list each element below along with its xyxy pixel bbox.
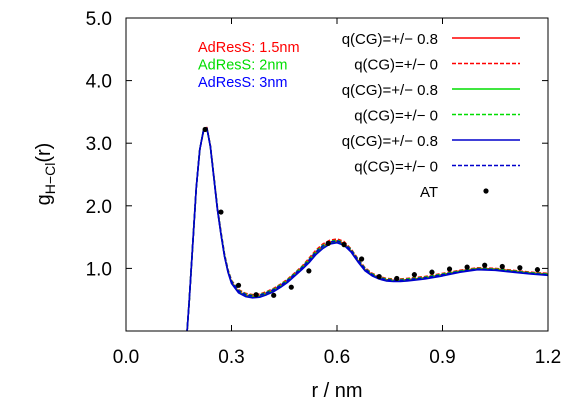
x-tick-label: 0.0	[113, 347, 139, 368]
y-tick-label: 4.0	[86, 72, 112, 93]
legend: q(CG)=+/− 0.8 q(CG)=+/− 0 q(CG)=+/− 0.8 q(C…	[342, 31, 520, 201]
y-tick-label: 1.0	[86, 259, 112, 280]
annotation-label: AdResS: 1.5nm	[198, 40, 300, 56]
legend-label: q(CG)=+/− 0	[354, 108, 438, 125]
ticks-layer: 0.0 0.3 0.6 0.9 1.2 1.0 2.0 3.0 4.0 5.0	[86, 9, 562, 368]
series-line-6	[186, 127, 548, 331]
annotation-label: AdResS: 2nm	[198, 58, 287, 74]
legend-label: q(CG)=+/− 0.8	[342, 31, 438, 48]
at-data-point	[429, 269, 435, 275]
at-data-point	[325, 240, 331, 246]
legend-label: q(CG)=+/− 0.8	[342, 82, 438, 99]
x-tick-label: 1.2	[535, 347, 561, 368]
at-data-point	[218, 209, 224, 215]
at-data-point	[306, 268, 312, 274]
legend-swatch	[483, 188, 489, 194]
x-tick-label: 0.6	[324, 347, 350, 368]
x-tick-label: 0.3	[218, 347, 244, 368]
at-data-point	[411, 272, 417, 278]
at-data-point	[271, 292, 277, 298]
y-tick-label: 5.0	[86, 9, 112, 30]
at-data-point	[499, 263, 505, 270]
y-tick-label: 2.0	[86, 197, 112, 218]
y-tick-label: 3.0	[86, 134, 112, 155]
y-axis-label-tail: (r)	[33, 143, 55, 163]
y-axis-label: gH−Cl(r)	[33, 143, 58, 206]
at-data-point	[376, 273, 382, 280]
at-data-point	[517, 265, 523, 271]
legend-label: q(CG)=+/− 0	[354, 159, 438, 176]
at-data-point	[202, 126, 208, 133]
at-data-point	[464, 264, 470, 270]
x-tick-label: 0.9	[429, 347, 455, 368]
y-axis-label-subscript: H−Cl	[42, 163, 58, 195]
annotation-label: AdResS: 3nm	[198, 75, 287, 91]
at-data-point	[534, 267, 541, 273]
at-data-point	[288, 284, 294, 290]
at-data-point	[446, 266, 453, 272]
data-layer	[186, 126, 548, 331]
y-axis-label-main: g	[33, 194, 55, 205]
at-data-point	[235, 282, 242, 288]
at-data-point	[482, 262, 488, 268]
legend-label: q(CG)=+/− 0.8	[342, 133, 438, 150]
at-data-point	[253, 292, 259, 298]
at-data-point	[359, 256, 365, 262]
legend-label: q(CG)=+/− 0	[354, 57, 438, 74]
legend-label: AT	[420, 184, 438, 201]
at-data-point	[394, 275, 400, 282]
x-axis-label: r / nm	[311, 380, 362, 402]
at-data-point	[341, 242, 347, 248]
